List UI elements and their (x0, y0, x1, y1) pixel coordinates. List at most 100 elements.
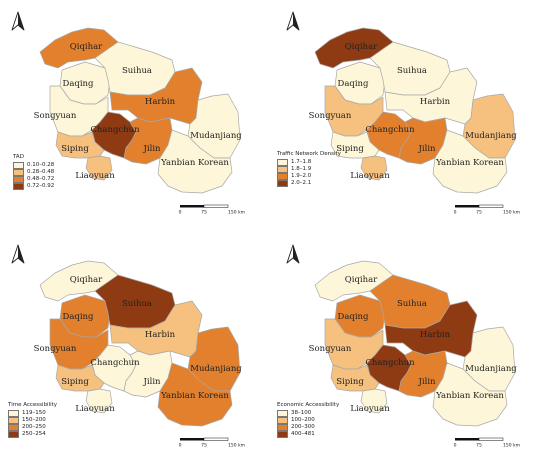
city-label-siping: Siping (61, 377, 89, 387)
legend-swatch (277, 159, 288, 166)
map-panel-2: Qiqihar Daqing Suihua Harbin Songyuan Changch… (275, 0, 550, 233)
region-yanbian (157, 129, 233, 194)
scale-bar: 0 75 150 km (454, 437, 520, 449)
legend-label: 0.48–0.72 (27, 176, 55, 182)
scale-tick-label: 75 (201, 443, 207, 449)
region-siping (330, 131, 380, 159)
region-jilin (398, 117, 448, 165)
city-label-songyuan: Songyuan (309, 344, 352, 354)
map-panel-3: Qiqihar Daqing Suihua Harbin Songyuan Changch… (0, 233, 275, 466)
region-siping (55, 364, 105, 392)
legend-item: 1.8–1.9 (277, 166, 341, 173)
legend-item: 150–200 (8, 417, 57, 424)
region-yanbian (157, 362, 233, 427)
region-jilin (123, 117, 173, 165)
region-yanbian (432, 362, 508, 427)
region-siping (55, 131, 105, 159)
legend-swatch (8, 424, 19, 431)
city-label-yanbian: Yanbian Korean (435, 158, 504, 168)
city-label-songyuan: Songyuan (34, 344, 77, 354)
legend-swatch (277, 410, 288, 417)
scale-bar: 0 75 150 km (179, 437, 245, 449)
city-label-suihua: Suihua (122, 66, 152, 76)
legend-label: 1.8–1.9 (291, 166, 312, 172)
scale-tick-label: 75 (476, 210, 482, 216)
city-label-songyuan: Songyuan (309, 111, 352, 121)
legend-swatch (277, 431, 288, 438)
city-label-daqing: Daqing (338, 312, 370, 322)
legend-label: 100–200 (291, 417, 315, 423)
region-siping (330, 364, 380, 392)
city-label-daqing: Daqing (63, 312, 95, 322)
city-label-yanbian: Yanbian Korean (435, 391, 504, 401)
city-label-qiqihar: Qiqihar (345, 275, 378, 285)
city-label-liaoyuan: Liaoyuan (350, 171, 390, 181)
legend: TAD 0.10–0.28 0.28–0.48 0.48–0.72 0.72–0.92 (13, 154, 54, 190)
scale-tick-label: 150 km (228, 443, 245, 449)
scale-tick-label: 0 (179, 443, 182, 449)
legend-item: 0.48–0.72 (13, 176, 54, 183)
legend-label: 119–150 (22, 410, 46, 416)
city-label-mudanjiang: Mudanjiang (190, 131, 242, 141)
city-label-qiqihar: Qiqihar (70, 275, 103, 285)
city-label-liaoyuan: Liaoyuan (75, 171, 115, 181)
legend-title: TAD (13, 154, 24, 160)
legend-label: 1.9–2.0 (291, 173, 312, 179)
city-label-jilin: Jilin (417, 377, 436, 387)
region-liaoyuan (360, 388, 388, 414)
legend-item: 1.9–2.0 (277, 173, 341, 180)
legend-item: 100–200 (277, 417, 339, 424)
choropleth-map: Qiqihar Daqing Suihua Harbin Songyuan Changch… (286, 11, 520, 216)
scale-tick-label: 150 km (503, 210, 520, 216)
legend-item: 0.72–0.92 (13, 183, 54, 190)
scale-tick-label: 75 (476, 443, 482, 449)
legend-swatch (277, 173, 288, 180)
city-label-qiqihar: Qiqihar (345, 42, 378, 52)
north-arrow-icon (286, 244, 300, 264)
legend-swatch (8, 410, 19, 417)
city-label-daqing: Daqing (63, 79, 95, 89)
legend: Time Accessibility 119–150 150–200 200–250 2… (8, 402, 57, 438)
north-arrow-icon (11, 11, 25, 31)
city-label-mudanjiang: Mudanjiang (465, 131, 517, 141)
scale-tick-label: 150 km (228, 210, 245, 216)
scale-tick-label: 0 (179, 210, 182, 216)
city-label-harbin: Harbin (145, 97, 176, 107)
legend-item: 400–481 (277, 431, 339, 438)
city-label-jilin: Jilin (417, 144, 436, 154)
city-label-liaoyuan: Liaoyuan (350, 404, 390, 414)
city-label-mudanjiang: Mudanjiang (465, 364, 517, 374)
choropleth-map: Qiqihar Daqing Suihua Harbin Songyuan Changch… (11, 244, 245, 449)
legend-swatch (13, 169, 24, 176)
legend-item: 0.28–0.48 (13, 169, 54, 176)
legend-swatch (13, 162, 24, 169)
scale-bar: 0 75 150 km (454, 204, 520, 216)
legend-label: 0.28–0.48 (27, 169, 55, 175)
region-liaoyuan (360, 155, 388, 181)
legend-label: 200–250 (22, 424, 46, 430)
legend-title: Economic Accessibility (277, 402, 340, 408)
city-label-daqing: Daqing (338, 79, 370, 89)
legend-swatch (277, 180, 288, 187)
city-label-yanbian: Yanbian Korean (160, 391, 229, 401)
city-label-jilin: Jilin (142, 144, 161, 154)
legend-item: 1.7–1.8 (277, 159, 341, 166)
legend-item: 2.0–2.1 (277, 180, 341, 187)
legend-label: 200–300 (291, 424, 315, 430)
city-label-yanbian: Yanbian Korean (160, 158, 229, 168)
legend-item: 0.10–0.28 (13, 162, 54, 169)
map-panel-4: Qiqihar Daqing Suihua Harbin Songyuan Changch… (275, 233, 550, 466)
region-liaoyuan (85, 388, 113, 414)
city-label-suihua: Suihua (397, 299, 427, 309)
choropleth-map: Qiqihar Daqing Suihua Harbin Songyuan Changch… (286, 244, 520, 449)
legend-label: 38–100 (291, 410, 312, 416)
legend-swatch (13, 183, 24, 190)
city-label-suihua: Suihua (397, 66, 427, 76)
city-label-songyuan: Songyuan (34, 111, 77, 121)
legend-item: 119–150 (8, 410, 57, 417)
city-label-harbin: Harbin (145, 330, 176, 340)
city-label-changchun: Changchun (365, 358, 415, 368)
north-arrow-icon (286, 11, 300, 31)
city-label-changchun: Changchun (90, 358, 140, 368)
city-label-siping: Siping (61, 144, 89, 154)
